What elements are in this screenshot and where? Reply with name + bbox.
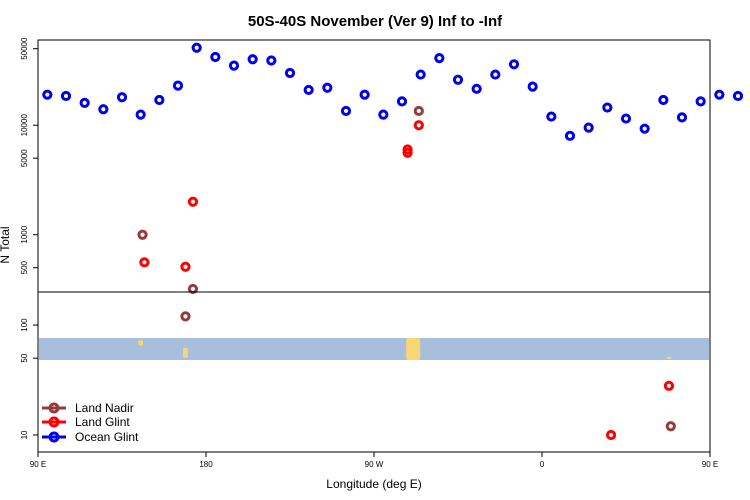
land-nadir-point-1 xyxy=(187,283,199,295)
legend-label-land-glint: Land Glint xyxy=(75,415,130,429)
ocean-glint-point-25 xyxy=(508,59,520,70)
map-band xyxy=(39,338,709,360)
land-fragment-nz-b xyxy=(182,347,188,358)
ocean-glint-point-3 xyxy=(98,104,109,115)
upper-panel-frame xyxy=(37,39,711,293)
ocean-glint-point-14 xyxy=(303,84,314,96)
ocean-glint-point-8 xyxy=(191,42,202,53)
ocean-glint-point-32 xyxy=(639,123,650,134)
ocean-glint-point-37 xyxy=(732,90,744,102)
land-glint-point-7 xyxy=(663,380,675,391)
land-fragment-nz-a xyxy=(138,340,144,346)
ocean-glint-point-17 xyxy=(359,89,370,100)
x-tick-label-1: 180 xyxy=(199,460,213,469)
ocean-glint-point-4 xyxy=(116,92,128,103)
upper-y-tick-label-500: 500 xyxy=(20,260,29,274)
ocean-glint-point-36 xyxy=(714,89,725,100)
land-nadir-point-3 xyxy=(413,105,424,117)
ocean-glint-point-31 xyxy=(620,113,632,124)
ocean-glint-point-1 xyxy=(60,90,72,102)
ocean-glint-point-9 xyxy=(210,51,221,63)
ocean-glint-point-0 xyxy=(42,89,53,100)
legend-marker-ocean-glint xyxy=(48,431,60,443)
legend-item-land-nadir: Land Nadir xyxy=(42,401,134,415)
upper-y-axis: 500 1000 5000 10000 50000 xyxy=(20,37,38,274)
ocean-glint-point-28 xyxy=(564,130,576,141)
upper-panel: 500 1000 5000 10000 50000 xyxy=(20,37,744,295)
land-glint-point-6 xyxy=(605,429,617,441)
lower-panel: 10 50 100 xyxy=(20,291,711,453)
ocean-glint-point-29 xyxy=(583,122,594,133)
x-tick-label-4: 90 E xyxy=(702,460,718,469)
ocean-glint-point-13 xyxy=(284,67,296,79)
ocean-glint-point-21 xyxy=(434,53,445,64)
legend-item-ocean-glint: Ocean Glint xyxy=(42,430,139,444)
land-nadir-point-2 xyxy=(180,311,191,322)
ocean-glint-point-15 xyxy=(322,82,333,93)
lower-y-tick-label-100: 100 xyxy=(20,318,29,332)
land-glint-point-0 xyxy=(139,257,150,268)
ocean-glint-point-30 xyxy=(602,102,613,113)
lower-y-axis: 10 50 100 xyxy=(20,318,38,439)
ocean-glint-point-11 xyxy=(247,54,258,65)
ocean-glint-point-23 xyxy=(471,83,482,94)
x-tick-label-0: 90 E xyxy=(30,460,46,469)
lower-panel-frame xyxy=(37,291,711,453)
ocean-glint-point-27 xyxy=(546,111,557,122)
land-glint-point-5 xyxy=(413,120,424,131)
land-glint-point-1 xyxy=(180,261,191,272)
ocean-glint-point-22 xyxy=(452,74,464,85)
ocean-glint-point-16 xyxy=(340,105,352,117)
upper-y-tick-label-5000: 5000 xyxy=(20,149,29,167)
ocean-glint-point-24 xyxy=(490,69,501,80)
legend-marker-land-nadir xyxy=(48,402,60,414)
ocean-glint-point-6 xyxy=(154,94,165,106)
lower-y-tick-label-50: 50 xyxy=(20,353,29,362)
ocean-glint-point-34 xyxy=(676,112,688,123)
legend: Land Nadir Land Glint Ocean Glint xyxy=(42,401,139,444)
ocean-glint-point-2 xyxy=(79,97,90,108)
land-glint-point-2 xyxy=(187,196,199,207)
upper-y-tick-label-1000: 1000 xyxy=(20,225,29,243)
land-glint-point-4 xyxy=(402,147,413,158)
x-axis: 90 E 180 90 W 0 90 E xyxy=(30,452,718,469)
ocean-glint-point-20 xyxy=(415,69,426,80)
upper-y-tick-label-50000: 50000 xyxy=(20,37,29,60)
lower-y-tick-label-10: 10 xyxy=(20,430,29,439)
ocean-glint-point-26 xyxy=(527,81,538,92)
ocean-glint-point-18 xyxy=(378,109,389,120)
land-band xyxy=(138,338,672,360)
ocean-glint-point-12 xyxy=(266,55,277,66)
legend-label-land-nadir: Land Nadir xyxy=(75,401,134,415)
x-axis-label: Longitude (deg E) xyxy=(326,477,421,491)
ocean-glint-point-5 xyxy=(135,109,146,120)
land-nadir-point-0 xyxy=(137,229,148,240)
land-fragment-island-a xyxy=(666,356,672,359)
chart-title: 50S-40S November (Ver 9) Inf to -Inf xyxy=(248,13,503,30)
land-fragment-south-america xyxy=(406,338,421,360)
x-tick-label-2: 90 W xyxy=(365,460,384,469)
upper-points xyxy=(42,42,744,295)
ocean-glint-point-19 xyxy=(396,96,408,107)
ocean-glint-point-35 xyxy=(695,96,706,107)
ocean-glint-point-10 xyxy=(228,60,240,71)
x-tick-label-3: 0 xyxy=(540,460,545,469)
y-axis-label: N Total xyxy=(0,226,12,263)
ocean-band xyxy=(39,338,709,360)
lower-points xyxy=(180,311,676,441)
legend-label-ocean-glint: Ocean Glint xyxy=(75,430,139,444)
land-nadir-point-4 xyxy=(665,421,676,432)
legend-item-land-glint: Land Glint xyxy=(42,415,130,429)
ocean-glint-point-7 xyxy=(172,80,184,91)
upper-y-tick-label-10000: 10000 xyxy=(20,114,29,137)
ocean-glint-point-33 xyxy=(658,94,669,106)
legend-marker-land-glint xyxy=(48,416,60,428)
